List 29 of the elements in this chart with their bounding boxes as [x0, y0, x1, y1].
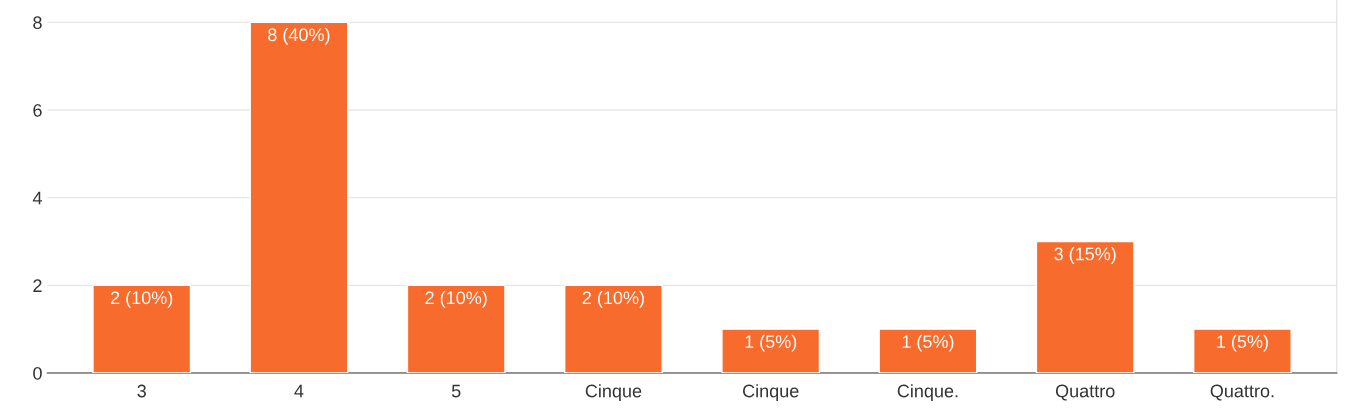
x-tick-label: 3 [137, 384, 146, 398]
bar [1035, 240, 1135, 374]
bar [1192, 328, 1292, 374]
y-tick-label: 4 [32, 191, 42, 205]
data-label: 1 (5%) [902, 334, 954, 352]
data-label: 2 (10%) [582, 290, 644, 308]
x-tick-label: 5 [451, 384, 461, 398]
y-tick-label: 6 [33, 103, 42, 117]
data-label: 1 (5%) [1217, 334, 1268, 352]
bar [249, 21, 349, 374]
bar [92, 284, 192, 374]
data-label: 2 (10%) [425, 290, 487, 308]
data-label: 1 (5%) [745, 334, 797, 352]
y-tick-label: 0 [33, 366, 42, 380]
bar [563, 284, 663, 374]
x-tick-label: Quattro [1055, 384, 1115, 401]
bar [406, 284, 506, 374]
x-tick-label: Cinque. [897, 384, 958, 401]
bar [721, 328, 821, 374]
data-label: 8 (40%) [268, 27, 330, 45]
data-label: 3 (15%) [1054, 247, 1116, 264]
y-tick-label: 2 [33, 279, 42, 292]
bar [878, 328, 978, 374]
data-label: 2 (10%) [111, 290, 173, 308]
y-tick-label: 8 [33, 16, 42, 30]
x-tick-label: Cinque [585, 384, 642, 401]
x-tick-label: 4 [294, 384, 304, 398]
x-tick-label: Quattro. [1210, 384, 1274, 401]
x-tick-label: Cinque [742, 384, 799, 401]
